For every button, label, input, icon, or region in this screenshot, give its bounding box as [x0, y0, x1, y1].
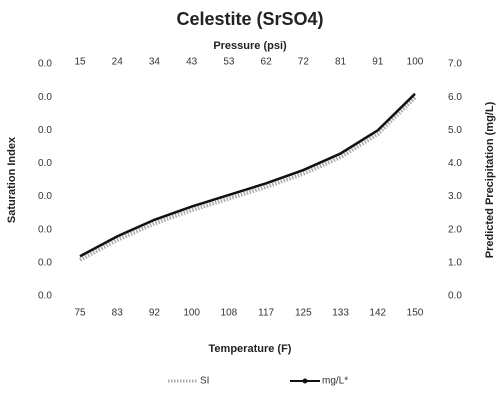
- y2-tick-label: 0.0: [448, 291, 462, 302]
- x-tick-label: 83: [112, 308, 124, 319]
- x-tick-label: 125: [295, 308, 312, 319]
- x2-tick-label: 34: [149, 57, 161, 68]
- y-tick-label: 0.0: [38, 125, 52, 136]
- x2-tick-label: 43: [186, 57, 198, 68]
- legend-marker: [302, 378, 308, 384]
- x2-tick-label: 15: [74, 57, 86, 68]
- y-tick-label: 0.0: [38, 291, 52, 302]
- x-tick-label: 92: [149, 308, 161, 319]
- y2-axis-title: Predicted Precipitation (mg/L): [484, 101, 496, 258]
- x-tick-label: 142: [369, 308, 386, 319]
- x-tick-label: 100: [183, 308, 200, 319]
- x-tick-label: 108: [221, 308, 238, 319]
- x-tick-label: 133: [332, 308, 349, 319]
- x-tick-label: 75: [74, 308, 86, 319]
- x2-tick-label: 72: [298, 57, 310, 68]
- x-tick-label: 150: [407, 308, 424, 319]
- y-tick-label: 0.0: [38, 257, 52, 268]
- y2-tick-label: 5.0: [448, 125, 462, 136]
- y-tick-label: 0.0: [38, 158, 52, 169]
- y2-tick-label: 6.0: [448, 92, 462, 103]
- chart-title: Celestite (SrSO4): [176, 9, 323, 29]
- x-axis-title: Temperature (F): [209, 343, 292, 355]
- x2-tick-label: 91: [372, 57, 384, 68]
- y2-tick-label: 4.0: [448, 158, 462, 169]
- y2-tick-label: 2.0: [448, 224, 462, 235]
- y-tick-label: 0.0: [38, 92, 52, 103]
- x2-tick-label: 81: [335, 57, 347, 68]
- legend-label: SI: [200, 376, 209, 387]
- series-line: [79, 92, 416, 258]
- x2-tick-label: 53: [223, 57, 235, 68]
- y2-tick-label: 1.0: [448, 257, 462, 268]
- x2-tick-label: 100: [407, 57, 424, 68]
- series-line: [79, 96, 417, 262]
- legend-label: mg/L*: [322, 376, 348, 387]
- x2-axis-title: Pressure (psi): [213, 40, 287, 52]
- y2-tick-label: 7.0: [448, 59, 462, 70]
- x-tick-label: 117: [258, 308, 274, 319]
- y-axis-title: Saturation Index: [6, 136, 18, 223]
- y-tick-label: 0.0: [38, 191, 52, 202]
- x2-tick-label: 24: [112, 57, 124, 68]
- y2-tick-label: 3.0: [448, 191, 462, 202]
- y-tick-label: 0.0: [38, 224, 52, 235]
- x2-tick-label: 62: [261, 57, 273, 68]
- y-tick-label: 0.0: [38, 59, 52, 70]
